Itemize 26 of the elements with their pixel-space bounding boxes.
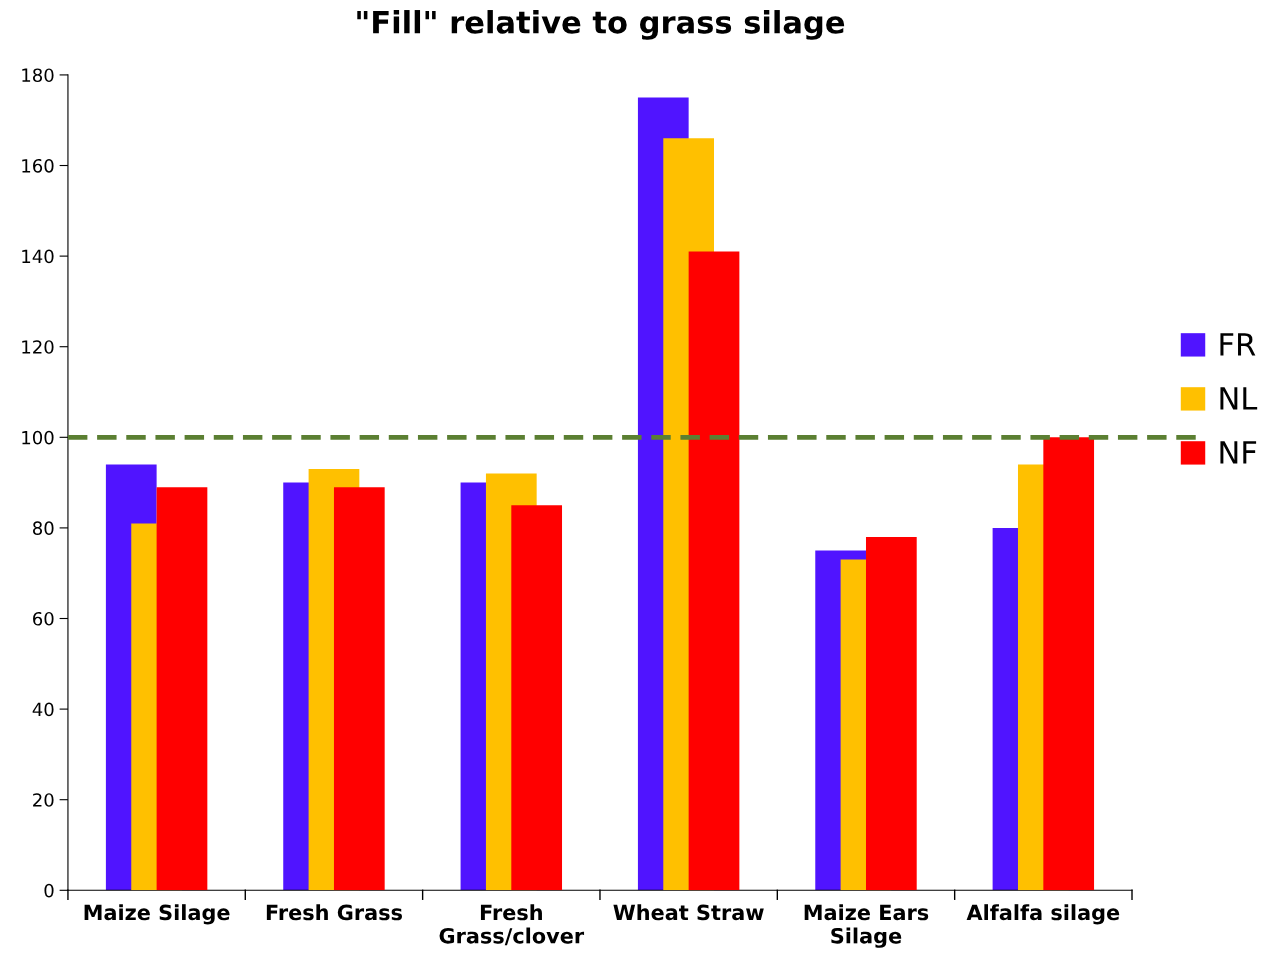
y-tick-label: 20 bbox=[33, 793, 54, 807]
bar bbox=[511, 505, 563, 891]
bar bbox=[688, 251, 740, 891]
legend-label: NF bbox=[1220, 441, 1257, 464]
bar bbox=[333, 487, 385, 891]
y-tick-label: 80 bbox=[33, 521, 54, 536]
y-tick-label: 100 bbox=[22, 430, 54, 445]
x-tick-label: Maize Ears Silage bbox=[804, 904, 929, 948]
legend-label: NL bbox=[1220, 387, 1258, 410]
x-tick-label: Maize Silage bbox=[84, 904, 230, 925]
bar bbox=[156, 487, 208, 891]
y-tick-label: 140 bbox=[22, 249, 54, 264]
y-tick-label: 180 bbox=[22, 68, 54, 83]
y-tick-label: 60 bbox=[33, 611, 54, 626]
y-tick-label: 40 bbox=[32, 702, 54, 717]
x-tick-label: Wheat Straw bbox=[613, 904, 764, 921]
legend-label: FR bbox=[1220, 333, 1256, 356]
x-tick-label: Fresh Grass/clover bbox=[439, 904, 585, 946]
y-tick-label: 0 bbox=[44, 883, 54, 898]
x-tick-label: Alfalfa silage bbox=[966, 904, 1120, 925]
bar bbox=[865, 536, 917, 891]
y-tick-label: 120 bbox=[22, 340, 54, 354]
bar bbox=[1043, 437, 1095, 891]
chart-title: "Fill" relative to grass silage bbox=[357, 10, 845, 40]
y-tick-label: 160 bbox=[22, 158, 54, 173]
x-tick-label: Fresh Grass bbox=[266, 904, 402, 921]
